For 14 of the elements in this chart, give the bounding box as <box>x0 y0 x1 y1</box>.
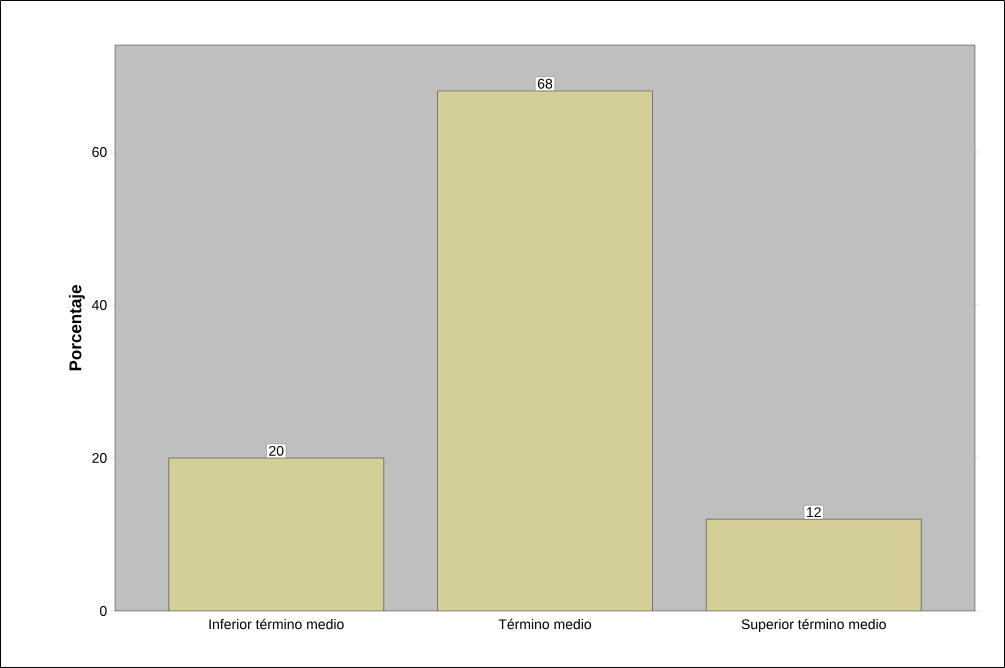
x-tick-label: Superior término medio <box>741 618 886 632</box>
y-tick-label: 40 <box>91 300 107 310</box>
bar <box>706 519 922 611</box>
y-tick-label: 0 <box>99 606 107 616</box>
bar <box>437 90 653 611</box>
data-label: 20 <box>269 445 284 456</box>
data-label: 12 <box>807 507 821 517</box>
x-tick-label: Término medio <box>498 618 592 630</box>
x-tick-label: Inferior término medio <box>209 618 344 630</box>
y-tick-label: 20 <box>92 453 107 463</box>
y-axis-title: Porcentaje <box>68 285 85 371</box>
bar <box>168 458 384 611</box>
y-tick-label: 60 <box>92 147 107 158</box>
data-label: 68 <box>537 78 553 89</box>
